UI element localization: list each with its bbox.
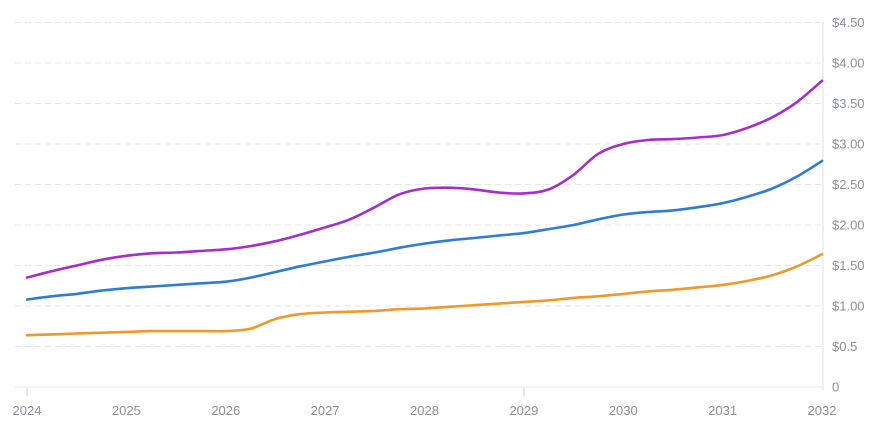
x-axis-label: 2029: [509, 403, 538, 418]
y-axis-label: $4.50: [832, 15, 865, 30]
series-blue-line: [25, 159, 824, 301]
x-axis-label: 2025: [112, 403, 141, 418]
y-axis-label: $1.50: [832, 258, 865, 273]
y-axis-label: $2.50: [832, 177, 865, 192]
y-axis-label: $1.00: [832, 299, 865, 314]
x-axis-label: 2027: [311, 403, 340, 418]
x-axis-label: 2028: [410, 403, 439, 418]
y-axis-label: $4.00: [832, 56, 865, 71]
series-orange-line: [25, 252, 824, 337]
y-axis-label: $2.00: [832, 218, 865, 233]
x-axis-label: 2024: [13, 403, 42, 418]
x-axis-label: 2031: [708, 403, 737, 418]
x-axis-label: 2026: [211, 403, 240, 418]
y-axis-label: 0: [832, 380, 839, 395]
y-axis-label: $0.5: [832, 339, 857, 354]
y-axis-label: $3.00: [832, 137, 865, 152]
y-axis-label: $3.50: [832, 96, 865, 111]
x-axis-label: 2030: [609, 403, 638, 418]
x-axis-label: 2032: [808, 403, 837, 418]
series-purple-line: [25, 79, 824, 279]
